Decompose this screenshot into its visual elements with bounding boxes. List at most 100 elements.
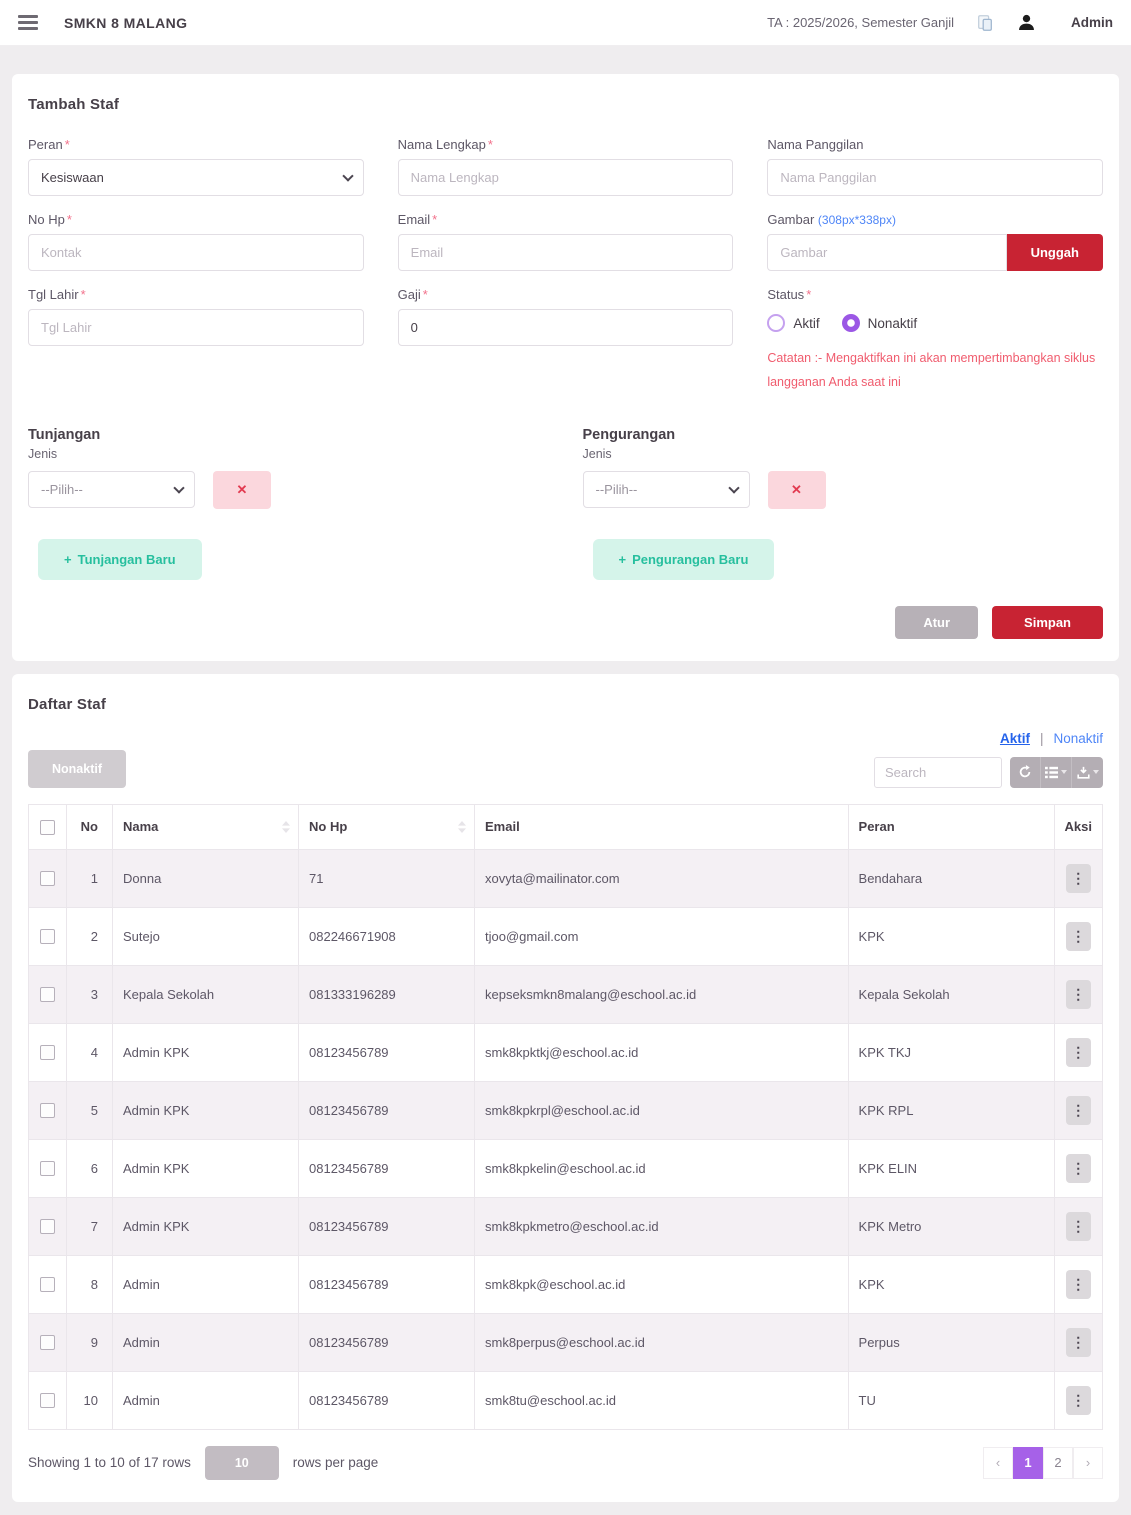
table-row: 7 Admin KPK 08123456789 smk8kpkmetro@esc… bbox=[28, 1196, 1104, 1256]
cell-no-hp: 08123456789 bbox=[298, 1138, 475, 1198]
table-row: 6 Admin KPK 08123456789 smk8kpkelin@esch… bbox=[28, 1138, 1104, 1198]
cell-no-hp: 08123456789 bbox=[298, 1312, 475, 1372]
cell-aksi: ⋮ bbox=[1053, 1080, 1104, 1140]
cell-peran: Bendahara bbox=[847, 848, 1055, 908]
row-actions-button[interactable]: ⋮ bbox=[1065, 1211, 1091, 1241]
row-actions-button[interactable]: ⋮ bbox=[1065, 863, 1091, 893]
col-header-peran: Peran bbox=[847, 803, 1055, 850]
page-size-button[interactable]: 10 bbox=[204, 1445, 279, 1480]
refresh-button[interactable] bbox=[1010, 756, 1041, 788]
tgl-lahir-input[interactable] bbox=[28, 309, 364, 346]
cell-peran: KPK bbox=[847, 906, 1055, 966]
pagination-page[interactable]: 2 bbox=[1043, 1446, 1073, 1479]
gaji-input[interactable] bbox=[397, 309, 734, 346]
row-checkbox[interactable] bbox=[40, 1277, 55, 1293]
row-checkbox[interactable] bbox=[40, 1161, 55, 1177]
cell-email: tjoo@gmail.com bbox=[474, 906, 849, 966]
cell-aksi: ⋮ bbox=[1053, 1196, 1104, 1256]
row-checkbox[interactable] bbox=[40, 1045, 55, 1061]
col-header-no-hp[interactable]: No Hp bbox=[298, 803, 475, 850]
filter-aktif-link[interactable]: Aktif bbox=[999, 730, 1030, 746]
filter-nonaktif-link[interactable]: Nonaktif bbox=[1053, 730, 1103, 746]
bulk-nonaktif-button[interactable]: Nonaktif bbox=[28, 749, 126, 788]
semester-switch-icon[interactable] bbox=[976, 14, 994, 32]
status-note: Catatan :- Mengaktifkan ini akan mempert… bbox=[767, 351, 1096, 390]
row-actions-button[interactable]: ⋮ bbox=[1065, 1385, 1091, 1415]
columns-button[interactable] bbox=[1041, 756, 1072, 788]
rows-per-page-text: rows per page bbox=[292, 1455, 379, 1471]
row-checkbox[interactable] bbox=[40, 871, 55, 887]
cell-nama: Admin bbox=[112, 1312, 299, 1372]
search-input[interactable] bbox=[874, 756, 1002, 788]
cell-no-hp: 08123456789 bbox=[298, 1254, 475, 1314]
unggah-button[interactable]: Unggah bbox=[1006, 234, 1103, 271]
pagination-page[interactable]: 1 bbox=[1013, 1446, 1043, 1479]
cell-nama: Donna bbox=[112, 848, 299, 908]
pagination: ‹ 1 2 › bbox=[983, 1446, 1103, 1479]
pengurangan-baru-button[interactable]: + Pengurangan Baru bbox=[592, 538, 775, 580]
col-header-nama[interactable]: Nama bbox=[112, 803, 299, 850]
row-checkbox[interactable] bbox=[40, 987, 55, 1003]
status-radio-nonaktif[interactable]: Nonaktif bbox=[841, 314, 918, 332]
row-checkbox-cell bbox=[28, 1254, 67, 1314]
row-actions-button[interactable]: ⋮ bbox=[1065, 979, 1091, 1009]
cell-no: 4 bbox=[66, 1022, 113, 1082]
cell-no: 6 bbox=[66, 1138, 113, 1198]
nama-lengkap-input[interactable] bbox=[397, 159, 734, 196]
tunjangan-remove-button[interactable]: ✕ bbox=[213, 470, 271, 509]
form-title: Tambah Staf bbox=[28, 96, 120, 113]
row-checkbox[interactable] bbox=[40, 1393, 55, 1409]
nama-panggilan-input[interactable] bbox=[767, 159, 1103, 196]
pengurangan-remove-button[interactable]: ✕ bbox=[767, 470, 826, 509]
no-hp-input[interactable] bbox=[28, 234, 364, 271]
cell-nama: Admin KPK bbox=[112, 1196, 299, 1256]
tunjangan-baru-button[interactable]: + Tunjangan Baru bbox=[38, 538, 202, 580]
cell-nama: Kepala Sekolah bbox=[112, 964, 299, 1024]
cell-nama: Admin bbox=[112, 1254, 299, 1314]
no-hp-label: No Hp * bbox=[28, 212, 72, 227]
row-checkbox[interactable] bbox=[40, 929, 55, 945]
email-input[interactable] bbox=[397, 234, 734, 271]
atur-button[interactable]: Atur bbox=[895, 605, 979, 639]
cell-no-hp: 08123456789 bbox=[298, 1370, 475, 1430]
tunjangan-jenis-select[interactable]: --Pilih-- bbox=[28, 471, 195, 509]
row-actions-button[interactable]: ⋮ bbox=[1065, 1095, 1091, 1125]
cell-no: 7 bbox=[66, 1196, 113, 1256]
pengurangan-jenis-select[interactable]: --Pilih-- bbox=[582, 471, 750, 509]
row-actions-button[interactable]: ⋮ bbox=[1065, 1153, 1091, 1183]
row-actions-button[interactable]: ⋮ bbox=[1065, 1327, 1091, 1357]
row-actions-button[interactable]: ⋮ bbox=[1065, 1269, 1091, 1299]
select-all-checkbox[interactable] bbox=[40, 819, 55, 835]
cell-no: 1 bbox=[66, 848, 113, 908]
row-checkbox[interactable] bbox=[40, 1219, 55, 1235]
cell-no: 2 bbox=[66, 906, 113, 966]
gambar-input[interactable] bbox=[767, 234, 1007, 271]
cell-aksi: ⋮ bbox=[1053, 906, 1104, 966]
export-button[interactable] bbox=[1072, 756, 1103, 788]
tunjangan-title: Tunjangan bbox=[28, 426, 101, 443]
radio-icon bbox=[841, 314, 860, 332]
status-radio-aktif[interactable]: Aktif bbox=[767, 314, 820, 332]
table-toolbar bbox=[1010, 756, 1103, 788]
table-row: 5 Admin KPK 08123456789 smk8kpkrpl@escho… bbox=[28, 1080, 1104, 1140]
row-actions-button[interactable]: ⋮ bbox=[1065, 921, 1091, 951]
row-actions-button[interactable]: ⋮ bbox=[1065, 1037, 1091, 1067]
cell-no-hp: 08123456789 bbox=[298, 1196, 475, 1256]
simpan-button[interactable]: Simpan bbox=[992, 605, 1103, 639]
row-checkbox[interactable] bbox=[40, 1335, 55, 1351]
chevron-down-icon bbox=[1061, 770, 1067, 775]
tambah-staf-card: Tambah Staf Peran* Kesiswaan No Hp* Tgl … bbox=[12, 74, 1119, 661]
topbar: SMKN 8 MALANG TA : 2025/2026, Semester G… bbox=[0, 0, 1131, 46]
academic-term: TA : 2025/2026, Semester Ganjil bbox=[767, 15, 954, 30]
row-checkbox[interactable] bbox=[40, 1103, 55, 1119]
table-row: 2 Sutejo 082246671908 tjoo@gmail.com KPK… bbox=[28, 906, 1104, 966]
cell-peran: KPK TKJ bbox=[847, 1022, 1055, 1082]
pagination-prev[interactable]: ‹ bbox=[983, 1446, 1013, 1479]
cell-nama: Admin bbox=[112, 1370, 299, 1430]
pagination-next[interactable]: › bbox=[1073, 1446, 1103, 1479]
nama-panggilan-label: Nama Panggilan bbox=[767, 137, 864, 152]
radio-label: Nonaktif bbox=[867, 315, 918, 331]
peran-select[interactable]: Kesiswaan bbox=[28, 159, 364, 196]
hamburger-menu-icon[interactable] bbox=[18, 15, 38, 30]
user-avatar-icon[interactable] bbox=[1016, 12, 1037, 33]
